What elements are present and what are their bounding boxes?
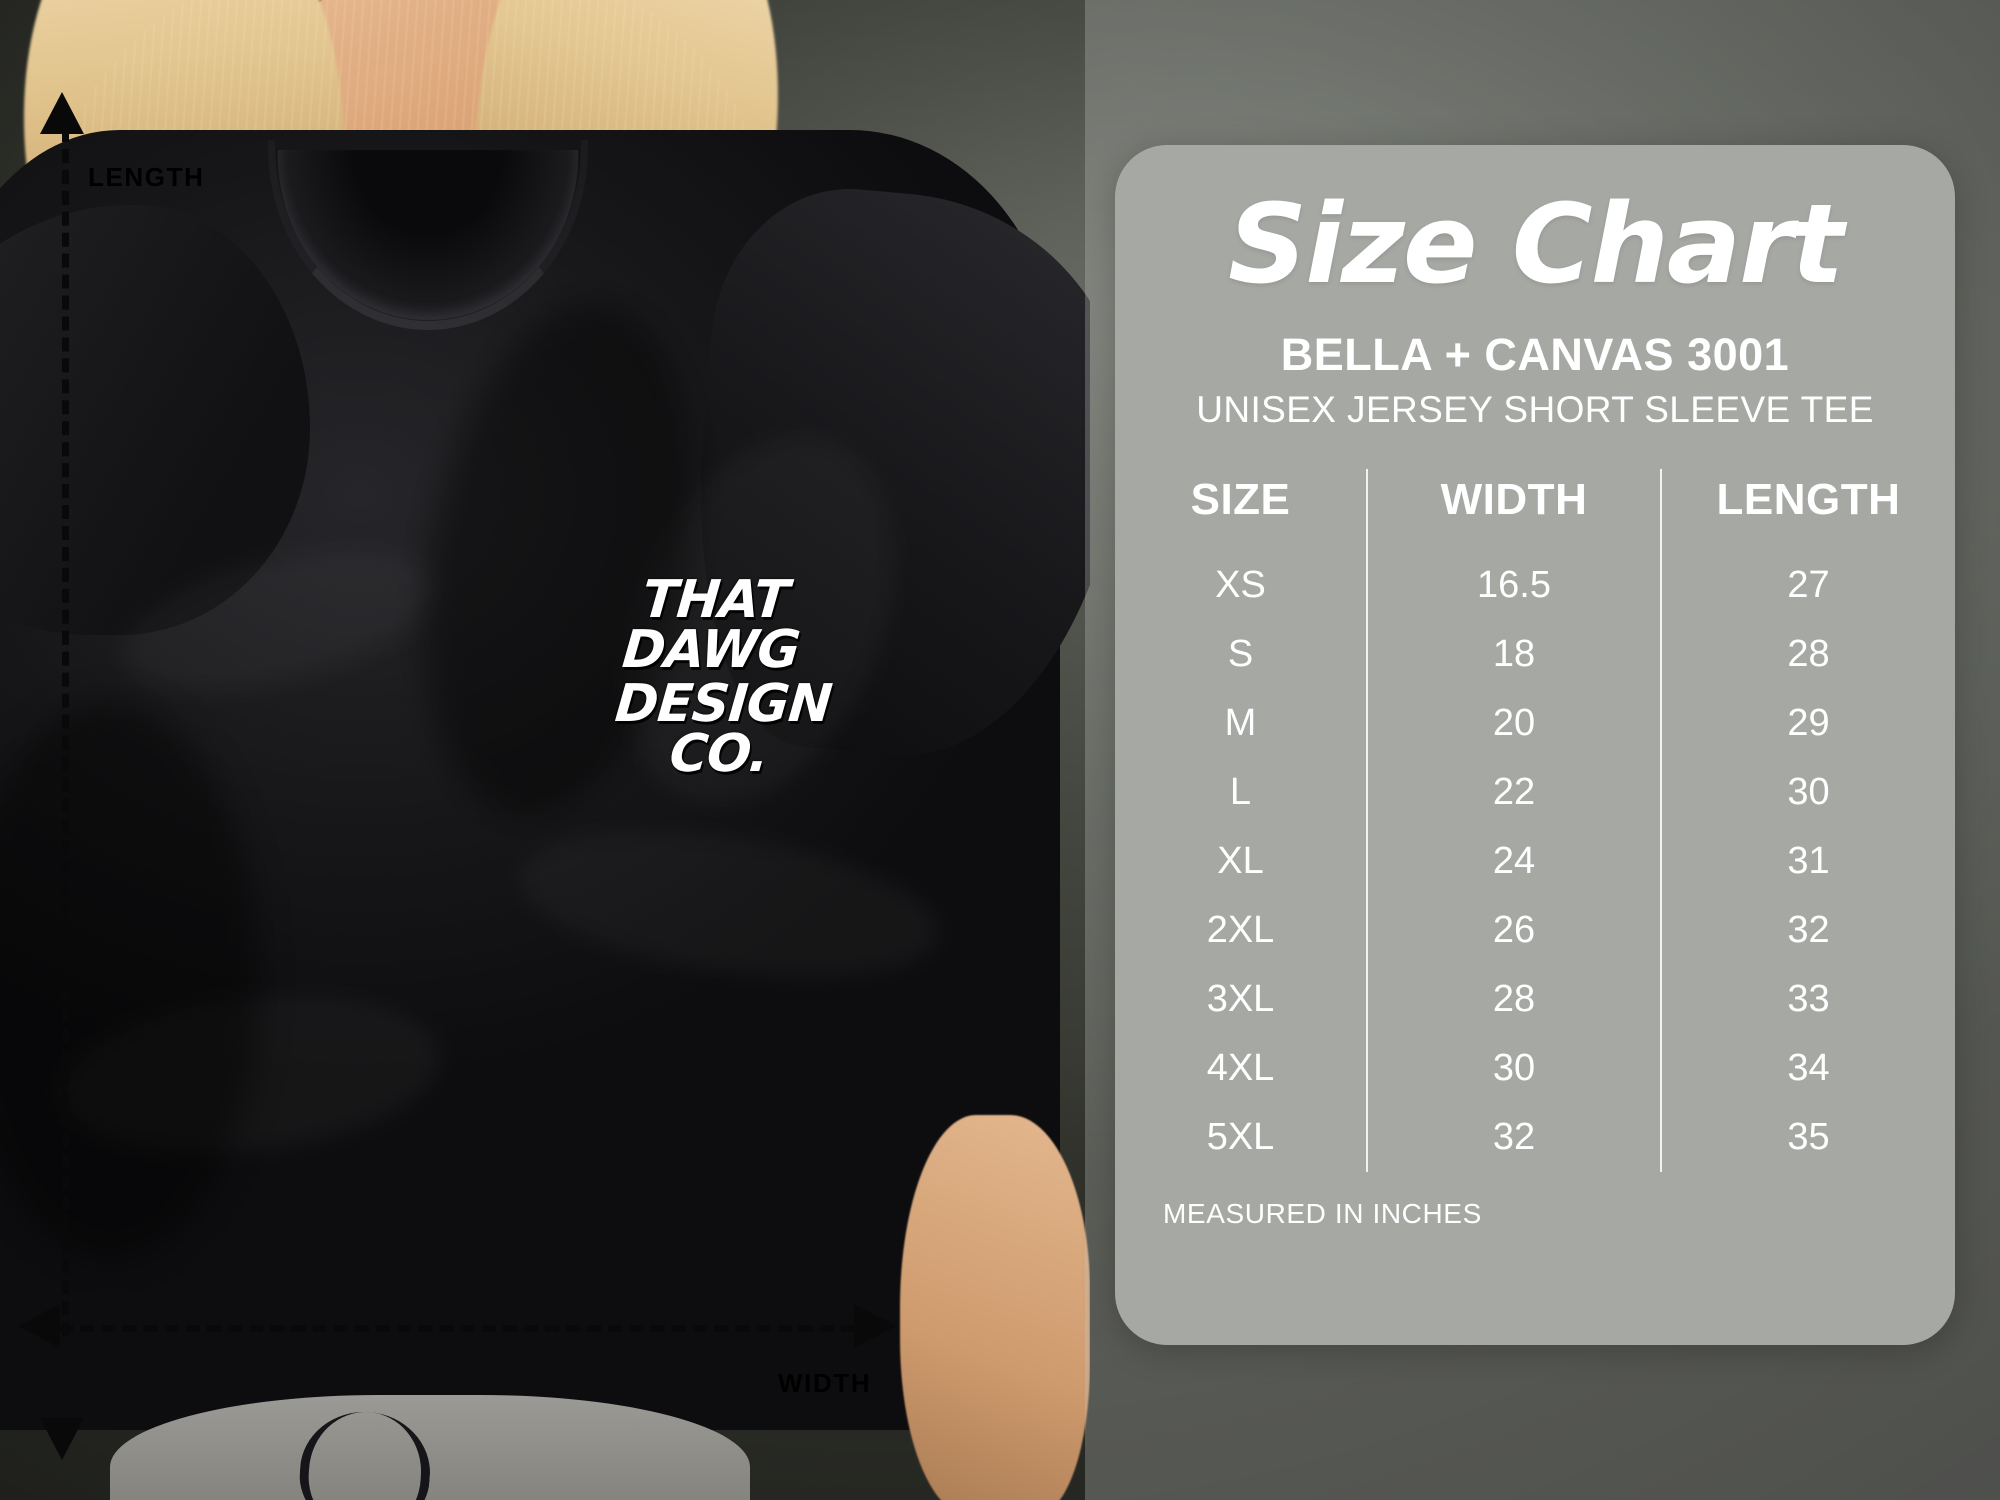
cell-size: S (1227, 633, 1254, 675)
table-header-row: SIZE WIDTH LENGTH (1115, 469, 1955, 551)
cell-width: 24 (1366, 827, 1661, 896)
cell-size: XS (1215, 564, 1266, 606)
cell-size: 2XL (1206, 909, 1275, 951)
cell-width: 16.5 (1366, 551, 1661, 620)
size-chart-panel: Size Chart BELLA + CANVAS 3001 UNISEX JE… (1115, 145, 1955, 1345)
cell-length: 32 (1660, 896, 1955, 965)
column-header-width: WIDTH (1366, 469, 1661, 551)
cell-width: 28 (1366, 965, 1661, 1034)
cell-size: XL (1217, 840, 1264, 882)
arrow-right-icon (854, 1304, 896, 1348)
cell-length: 28 (1660, 620, 1955, 689)
cell-size: 4XL (1206, 1047, 1275, 1089)
width-guide-line (38, 1325, 876, 1332)
table-row: L 22 30 (1115, 758, 1955, 827)
table-row: 2XL 26 32 (1115, 896, 1955, 965)
fabric-shadow (0, 700, 260, 1260)
table-row: S 18 28 (1115, 620, 1955, 689)
tshirt-left-shoulder (0, 205, 310, 635)
size-chart-brand: BELLA + CANVAS 3001 (1280, 329, 1790, 380)
length-guide-line (62, 128, 69, 1336)
model-photo: THAT DAWG DESIGN CO. LENGTH WIDTH (0, 0, 1090, 1500)
table-row: XS 16.5 27 (1115, 551, 1955, 620)
table-row: 3XL 28 33 (1115, 965, 1955, 1034)
arrow-up-icon (40, 92, 84, 134)
cell-width: 22 (1366, 758, 1661, 827)
model-right-arm (900, 1115, 1090, 1500)
table-row: 4XL 30 34 (1115, 1034, 1955, 1103)
length-guide-label: LENGTH (88, 162, 205, 192)
cell-size: M (1224, 702, 1257, 744)
size-chart-table: SIZE WIDTH LENGTH XS 16.5 27 S 18 28 M (1115, 469, 1955, 1172)
cell-width: 30 (1366, 1034, 1661, 1103)
size-chart-title: Size Chart (1228, 180, 1844, 308)
cell-width: 20 (1366, 689, 1661, 758)
cell-length: 35 (1660, 1103, 1955, 1172)
column-header-length: LENGTH (1660, 469, 1955, 551)
cell-length: 34 (1660, 1034, 1955, 1103)
arrow-left-icon (18, 1304, 60, 1348)
cell-width: 26 (1366, 896, 1661, 965)
table-row: XL 24 31 (1115, 827, 1955, 896)
chest-logo-line-2: DESIGN CO. (612, 673, 834, 784)
cell-length: 29 (1660, 689, 1955, 758)
cell-length: 33 (1660, 965, 1955, 1034)
size-chart-product: UNISEX JERSEY SHORT SLEEVE TEE (1196, 389, 1874, 430)
cell-length: 31 (1660, 827, 1955, 896)
column-header-size: SIZE (1190, 475, 1291, 524)
table-row: M 20 29 (1115, 689, 1955, 758)
chest-logo: THAT DAWG DESIGN CO. (548, 570, 878, 784)
table-row: 5XL 32 35 (1115, 1103, 1955, 1172)
model-jeans (110, 1395, 750, 1500)
cell-width: 32 (1366, 1103, 1661, 1172)
cell-length: 27 (1660, 551, 1955, 620)
measurement-units-note: MEASURED IN INCHES (1163, 1198, 1482, 1229)
cell-width: 18 (1366, 620, 1661, 689)
cell-size: 3XL (1206, 978, 1275, 1020)
cell-length: 30 (1660, 758, 1955, 827)
width-guide-label: WIDTH (778, 1368, 872, 1398)
arrow-down-icon (40, 1418, 84, 1460)
cell-size: 5XL (1206, 1116, 1275, 1158)
cell-size: L (1229, 771, 1252, 813)
chest-logo-line-1: THAT DAWG (619, 570, 802, 680)
